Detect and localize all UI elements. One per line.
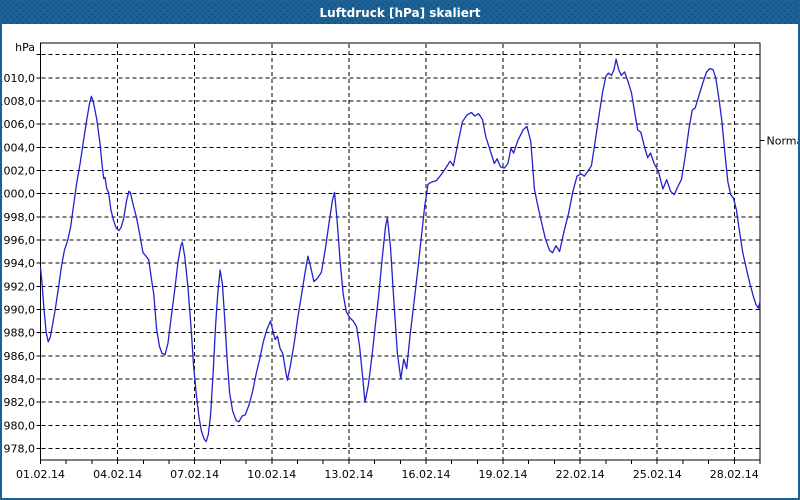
pressure-series-line — [39, 58, 761, 443]
grid-layer — [41, 44, 760, 460]
x-axis-tick-label: 13.02.14 — [324, 468, 373, 481]
y-axis-tick-label: 1006,0 — [2, 118, 35, 131]
y-axis-tick-label: 998,0 — [4, 211, 36, 224]
y-axis-tick-label: 984,0 — [4, 373, 36, 386]
x-axis-tick-label: 19.02.14 — [479, 468, 528, 481]
y-axis-unit-label: hPa — [15, 41, 35, 54]
y-axis-tick-label: 994,0 — [4, 257, 36, 270]
x-axis-tick-label: 01.02.14 — [16, 468, 65, 481]
x-axis-tick-label: 25.02.14 — [633, 468, 682, 481]
y-axis-tick-label: 978,0 — [4, 442, 36, 455]
y-axis-tick-label: 1010,0 — [2, 72, 35, 85]
normal-annotation: Normal — [760, 134, 798, 147]
chart-body: 978,0 980,0 982,0 984,0 986,0 988,0 990,0 992,0… — [2, 24, 798, 498]
y-axis-tick-label: 1002,0 — [2, 164, 35, 177]
y-axis-tick-label: 992,0 — [4, 280, 36, 293]
x-axis-tick-label: 22.02.14 — [556, 468, 605, 481]
y-axis-tick-label: 1000,0 — [2, 188, 35, 201]
y-axis-tick-label: 996,0 — [4, 234, 36, 247]
y-axis-tick-label: 1004,0 — [2, 141, 35, 154]
y-axis-tick-label: 980,0 — [4, 419, 36, 432]
window-title: Luftdruck [hPa] skaliert — [319, 6, 481, 20]
x-axis-tick-label: 28.02.14 — [710, 468, 759, 481]
axis-label-layer: 978,0 980,0 982,0 984,0 986,0 988,0 990,0 992,0… — [2, 72, 759, 481]
tick-layer — [36, 54, 761, 464]
x-axis-tick-label: 16.02.14 — [401, 468, 450, 481]
y-axis-tick-label: 982,0 — [4, 396, 36, 409]
y-axis-tick-label: 988,0 — [4, 327, 36, 340]
plot-border — [40, 42, 761, 461]
x-axis-tick-label: 07.02.14 — [170, 468, 219, 481]
y-axis-tick-label: 986,0 — [4, 350, 36, 363]
x-axis-tick-label: 04.02.14 — [93, 468, 142, 481]
pressure-chart: 978,0 980,0 982,0 984,0 986,0 988,0 990,0 992,0… — [2, 41, 798, 481]
normal-annotation-label: Normal — [767, 134, 799, 147]
x-axis-tick-label: 10.02.14 — [247, 468, 296, 481]
y-axis-tick-label: 990,0 — [4, 303, 36, 316]
y-axis-tick-label: 1008,0 — [2, 95, 35, 108]
title-bar[interactable]: Luftdruck [hPa] skaliert — [2, 2, 798, 24]
